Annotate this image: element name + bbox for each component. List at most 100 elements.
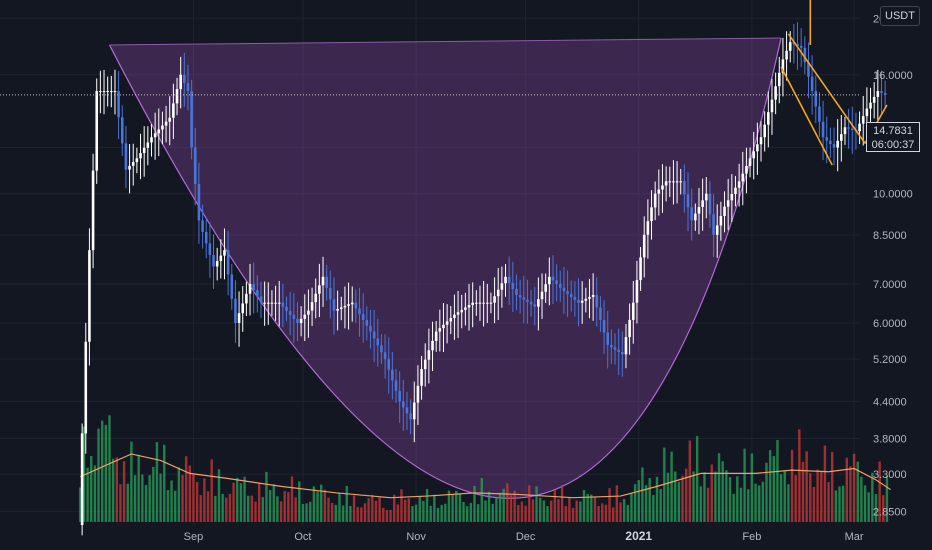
x-tick-label-1: Oct xyxy=(294,531,311,543)
candle-body-25 xyxy=(172,103,175,118)
cup-pattern-rim xyxy=(109,37,782,46)
volume-bar-82 xyxy=(378,496,381,522)
volume-bar-84 xyxy=(385,509,389,522)
candle-body-170 xyxy=(701,200,704,208)
volume-bar-59 xyxy=(294,497,297,522)
candle-body-55 xyxy=(281,302,285,307)
candle-body-37 xyxy=(215,261,219,267)
candle-body-135 xyxy=(573,296,577,300)
volume-bar-210 xyxy=(845,457,848,522)
volume-bar-154 xyxy=(641,467,644,522)
volume-bar-25 xyxy=(170,480,173,522)
candle-body-39 xyxy=(223,250,226,256)
volume-bar-111 xyxy=(484,500,487,522)
volume-bar-14 xyxy=(130,441,133,522)
volume-bar-214 xyxy=(860,476,863,522)
candle-body-168 xyxy=(694,213,697,221)
last-price-value: 14.7831 xyxy=(873,125,913,137)
candle-body-92 xyxy=(416,385,420,403)
volume-bar-184 xyxy=(750,453,754,522)
volume-bar-17 xyxy=(141,474,144,522)
x-tick-label-0: Sep xyxy=(184,531,204,543)
candle-body-2 xyxy=(88,250,91,342)
volume-bar-9 xyxy=(111,458,115,522)
y-tick-label-6: 7.0000 xyxy=(873,279,907,291)
volume-bar-85 xyxy=(389,510,392,522)
candle-body-211 xyxy=(850,128,854,130)
candle-body-43 xyxy=(237,313,241,323)
volume-bar-23 xyxy=(163,444,166,522)
x-tick-label-6: Mar xyxy=(845,531,864,543)
candle-body-88 xyxy=(402,401,405,408)
volume-bar-133 xyxy=(564,505,567,522)
candle-body-101 xyxy=(449,318,453,322)
candle-body-38 xyxy=(219,255,223,262)
volume-bar-114 xyxy=(495,497,498,522)
candle-body-198 xyxy=(803,47,807,63)
volume-bar-188 xyxy=(765,462,768,522)
x-tick-label-5: Feb xyxy=(742,531,761,543)
candle-body-47 xyxy=(252,283,255,291)
volume-bar-221 xyxy=(885,475,889,522)
volume-bar-77 xyxy=(360,507,363,522)
candle-body-210 xyxy=(847,127,850,129)
volume-bar-2 xyxy=(86,467,89,522)
candle-body-156 xyxy=(650,207,653,222)
candle-body-42 xyxy=(234,298,237,323)
volume-bar-18 xyxy=(144,484,148,522)
volume-bar-43 xyxy=(236,477,239,522)
volume-bar-42 xyxy=(232,482,235,522)
candle-body-121 xyxy=(522,297,526,300)
volume-bar-49 xyxy=(257,482,261,522)
volume-bar-87 xyxy=(396,504,400,522)
volume-bar-207 xyxy=(834,490,838,522)
candle-body-152 xyxy=(635,280,639,303)
volume-bar-157 xyxy=(652,495,655,522)
volume-bar-104 xyxy=(458,493,462,522)
candle-body-52 xyxy=(270,302,274,304)
candle-body-76 xyxy=(358,308,361,315)
candle-body-16 xyxy=(139,153,142,159)
volume-bar-52 xyxy=(268,490,272,522)
volume-bar-127 xyxy=(542,500,546,522)
candle-body-115 xyxy=(500,283,504,290)
volume-bar-73 xyxy=(345,485,348,522)
candle-body-84 xyxy=(387,359,391,370)
candle-body-30 xyxy=(190,91,193,148)
volume-bar-205 xyxy=(827,482,830,522)
volume-bar-135 xyxy=(571,507,575,522)
candle-body-49 xyxy=(259,296,263,303)
currency-unit-badge[interactable]: USDT xyxy=(880,6,920,26)
volume-bar-186 xyxy=(758,485,761,522)
candle-body-159 xyxy=(661,185,664,190)
volume-bar-115 xyxy=(498,492,502,522)
candle-body-108 xyxy=(475,302,478,304)
volume-bar-19 xyxy=(148,475,151,522)
volume-bar-178 xyxy=(728,477,732,522)
candle-body-78 xyxy=(365,319,369,326)
candle-body-218 xyxy=(876,91,880,97)
candle-body-6 xyxy=(102,91,106,93)
candle-body-36 xyxy=(212,254,215,267)
candle-body-34 xyxy=(204,231,208,244)
candle-body-65 xyxy=(318,285,321,294)
candle-body-3 xyxy=(91,170,95,251)
volume-bar-79 xyxy=(367,498,370,522)
candle-body-134 xyxy=(569,294,573,297)
candle-body-199 xyxy=(807,62,810,77)
volume-bar-112 xyxy=(487,491,491,522)
volume-bar-28 xyxy=(181,474,184,522)
candle-body-175 xyxy=(719,216,723,226)
candle-body-87 xyxy=(398,390,401,402)
volume-bar-51 xyxy=(265,471,268,522)
volume-bar-204 xyxy=(823,445,827,522)
volume-bar-164 xyxy=(677,481,681,522)
volume-bar-141 xyxy=(593,497,597,522)
volume-bar-69 xyxy=(330,502,334,522)
volume-bar-4 xyxy=(93,465,97,522)
volume-bar-208 xyxy=(838,486,841,522)
candle-body-56 xyxy=(285,306,288,311)
candle-body-209 xyxy=(843,127,847,135)
